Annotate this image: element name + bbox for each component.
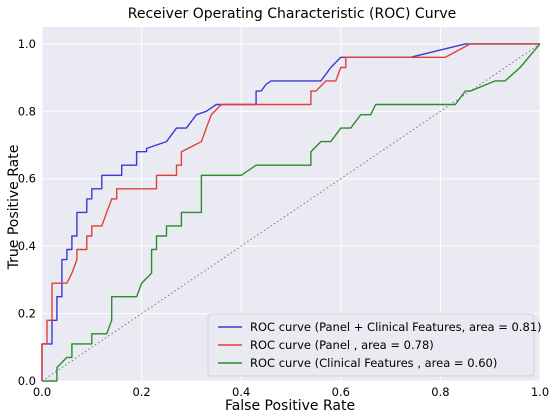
x-axis-label: False Positive Rate	[225, 398, 355, 414]
x-tick-label: 0.2	[132, 385, 150, 399]
y-tick-label: 0.8	[18, 104, 36, 118]
chart-title: Receiver Operating Characteristic (ROC) …	[128, 6, 457, 22]
roc-line-series-3	[42, 43, 541, 382]
y-tick-label: 1.0	[18, 37, 36, 51]
y-tick-label: 0.6	[18, 172, 36, 186]
grid	[41, 27, 541, 382]
y-tick-label: 0.2	[18, 307, 36, 321]
legend-box	[207, 313, 535, 377]
x-tick-label: 0.0	[33, 385, 51, 399]
x-tick-label: 0.4	[232, 385, 250, 399]
y-tick-label: 0.4	[18, 239, 36, 253]
y-axis-label: True Positive Rate	[6, 145, 22, 271]
roc-line-series-1	[41, 43, 540, 381]
diagonal-reference	[41, 43, 541, 382]
x-tick-label: 0.6	[332, 385, 350, 399]
legend-label: ROC curve (Panel + Clinical Features, ar…	[250, 320, 542, 334]
diagonal-line	[41, 43, 541, 382]
legend-label: ROC curve (Clinical Features , area = 0.…	[250, 356, 497, 370]
roc-line-series-2	[41, 43, 540, 381]
x-tick-label: 0.8	[431, 385, 449, 399]
x-tick-label: 1.0	[531, 385, 549, 399]
legend: ROC curve (Panel + Clinical Features, ar…	[207, 313, 542, 377]
series-group	[41, 43, 541, 382]
legend-label: ROC curve (Panel , area = 0.78)	[250, 338, 434, 352]
y-tick-label: 0.0	[18, 374, 36, 388]
tick-labels: 0.0 0.2 0.4 0.6 0.8 1.0 0.0 0.2 0.4 0.6 0.8 1.0	[18, 37, 549, 399]
